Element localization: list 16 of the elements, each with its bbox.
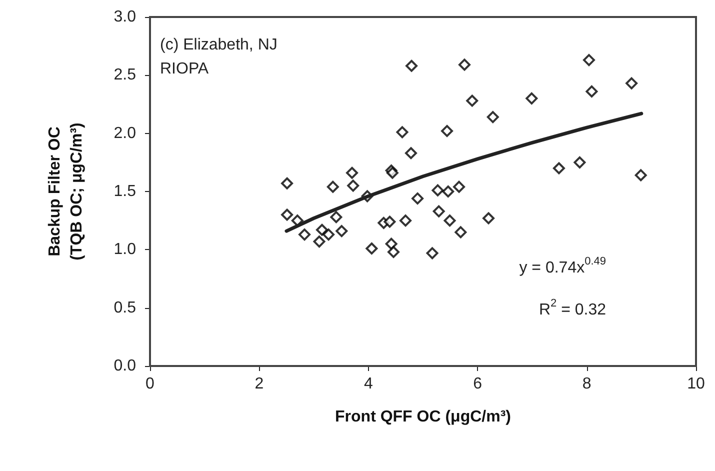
x-tick-label: 4 bbox=[364, 376, 373, 392]
y-tick-label: 1.0 bbox=[114, 241, 136, 258]
y-tick-label: 0.5 bbox=[114, 299, 136, 316]
x-axis-title: Front QFF OC (μgC/m³) bbox=[335, 408, 511, 426]
y-tick-label: 1.5 bbox=[114, 183, 136, 200]
x-tick-label: 10 bbox=[687, 376, 705, 392]
x-tick-label: 8 bbox=[582, 376, 592, 392]
x-tick-label: 6 bbox=[473, 376, 482, 392]
y-tick-label: 2.0 bbox=[114, 124, 136, 142]
y-tick-label: 0.0 bbox=[114, 358, 136, 374]
y-tick-label: 3.0 bbox=[114, 8, 136, 26]
y-axis-title: Backup Filter OC (TQB OC; μgC/m³) bbox=[46, 122, 86, 260]
x-tick-label: 0 bbox=[146, 376, 155, 392]
x-tick-label: 2 bbox=[254, 376, 264, 392]
annotation: (c) Elizabeth, NJ RIOPA bbox=[160, 36, 278, 78]
y-tick-label: 2.5 bbox=[114, 66, 136, 84]
